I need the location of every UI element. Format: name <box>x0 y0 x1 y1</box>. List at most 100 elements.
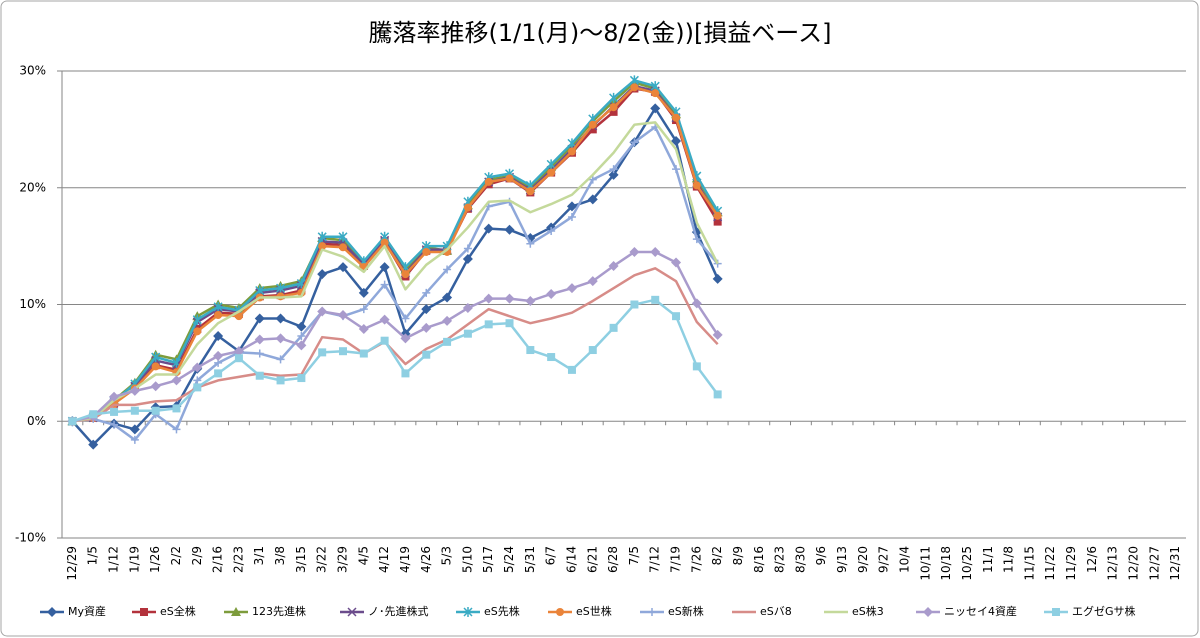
marker <box>193 383 202 392</box>
marker <box>192 314 202 325</box>
marker <box>504 224 515 235</box>
marker <box>712 273 723 284</box>
marker <box>651 295 660 304</box>
legend-label: eS新株 <box>668 604 704 618</box>
x-tick-label: 3/15 <box>294 546 308 573</box>
marker <box>130 406 139 415</box>
x-tick-label: 11/22 <box>1043 546 1057 581</box>
marker <box>358 324 369 335</box>
marker <box>463 203 472 212</box>
x-tick-label: 2/2 <box>169 546 183 565</box>
x-tick-label: 8/30 <box>793 546 807 573</box>
marker <box>318 348 327 357</box>
marker <box>609 103 618 112</box>
marker <box>296 321 307 332</box>
legend-label: My資産 <box>68 605 106 618</box>
legend-label: エグゼGサ株 <box>1072 604 1136 618</box>
x-tick-label: 7/5 <box>627 546 641 565</box>
marker <box>567 147 576 156</box>
x-tick-label: 11/15 <box>1022 546 1036 581</box>
x-tick-label: 12/31 <box>1168 546 1182 581</box>
legend-item: eS全株 <box>132 604 196 618</box>
marker <box>379 314 390 325</box>
legend-item: ニッセイ4資産 <box>916 605 1017 618</box>
marker <box>296 340 307 351</box>
x-tick-label: 5/24 <box>502 546 516 573</box>
marker <box>442 315 453 326</box>
marker <box>254 334 265 345</box>
series-line <box>72 267 719 423</box>
marker <box>129 385 140 396</box>
marker <box>546 159 556 170</box>
x-tick-label: 8/9 <box>731 546 745 565</box>
marker <box>713 390 722 399</box>
marker <box>566 283 577 294</box>
series-line <box>72 125 719 442</box>
marker <box>1052 608 1060 616</box>
marker <box>672 312 681 321</box>
x-tick-label: 9/20 <box>856 546 870 573</box>
marker <box>89 410 98 419</box>
marker <box>231 607 241 616</box>
marker <box>317 306 328 317</box>
marker <box>526 187 535 196</box>
legend-item: My資産 <box>40 605 106 618</box>
x-tick-label: 10/4 <box>898 546 912 573</box>
marker <box>379 262 390 273</box>
marker <box>129 424 140 435</box>
marker <box>172 425 181 434</box>
marker <box>130 435 139 444</box>
marker <box>422 247 431 256</box>
marker <box>629 246 640 257</box>
y-tick-label: 30% <box>19 64 46 78</box>
x-tick-label: 2/16 <box>211 546 225 573</box>
x-tick-label: 6/28 <box>606 546 620 573</box>
marker <box>339 243 347 252</box>
marker <box>317 269 328 280</box>
marker <box>463 607 473 617</box>
marker <box>338 310 348 321</box>
marker <box>318 242 327 251</box>
marker <box>213 350 224 361</box>
marker <box>505 174 514 183</box>
x-tick-label: 6/14 <box>564 546 578 573</box>
legend-item: eSバ8 <box>732 605 792 618</box>
marker <box>214 369 223 378</box>
marker <box>47 607 57 617</box>
marker <box>609 165 618 174</box>
legend-label: eSバ8 <box>760 605 792 618</box>
x-tick-label: 11/8 <box>1002 546 1016 573</box>
x-tick-label: 10/11 <box>918 546 932 581</box>
marker <box>692 181 701 190</box>
marker <box>214 311 223 320</box>
marker <box>650 103 661 114</box>
x-tick-label: 2/23 <box>231 546 245 573</box>
marker <box>483 293 494 304</box>
legend-label: 123先進株 <box>252 604 306 618</box>
marker <box>587 194 598 205</box>
marker <box>547 353 556 362</box>
marker <box>276 283 286 294</box>
x-tick-label: 8/2 <box>710 546 724 565</box>
marker <box>150 381 161 392</box>
marker <box>588 346 597 355</box>
marker <box>608 169 619 180</box>
x-tick-label: 12/13 <box>1106 546 1120 581</box>
marker <box>547 226 556 235</box>
marker <box>359 305 368 314</box>
marker <box>648 608 656 616</box>
legend-label: eS株3 <box>852 604 884 618</box>
legend-item: eS株3 <box>824 604 884 618</box>
marker <box>275 313 286 324</box>
marker <box>233 346 244 357</box>
marker <box>401 270 410 279</box>
marker <box>526 346 535 355</box>
marker <box>193 376 202 385</box>
marker <box>151 406 160 415</box>
marker <box>462 303 473 314</box>
marker <box>526 239 535 248</box>
marker <box>421 322 432 333</box>
marker <box>504 293 515 304</box>
legend-item: ノ･先進株式 <box>340 604 429 618</box>
